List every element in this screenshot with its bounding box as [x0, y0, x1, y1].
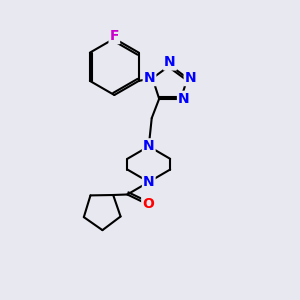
Text: N: N	[143, 175, 154, 189]
Text: N: N	[164, 56, 176, 70]
Text: N: N	[144, 71, 155, 85]
Text: F: F	[110, 29, 119, 43]
Text: N: N	[178, 92, 190, 106]
Text: O: O	[142, 197, 154, 211]
Text: N: N	[143, 139, 154, 153]
Text: N: N	[185, 71, 196, 85]
